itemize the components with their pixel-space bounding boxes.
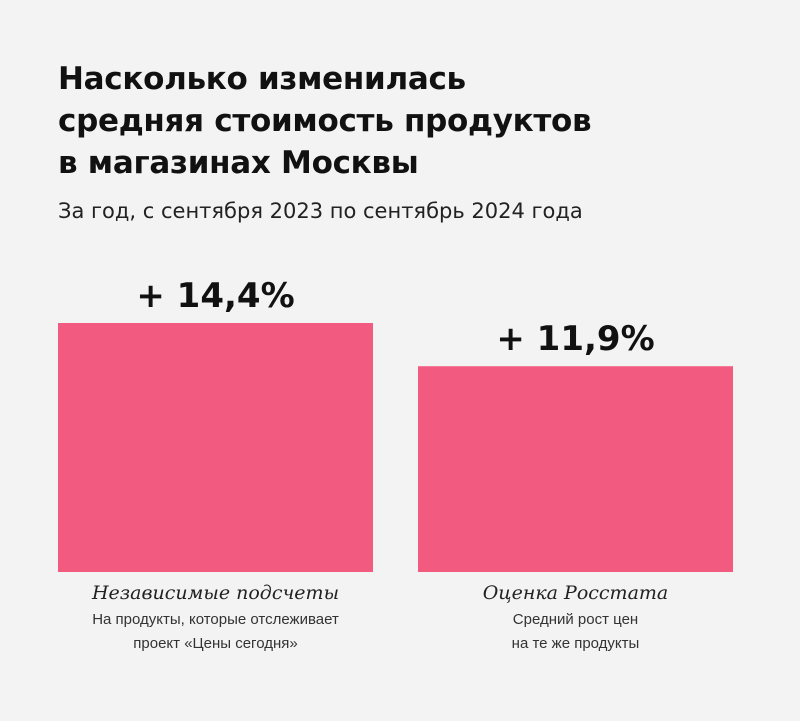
category-note-1-1: На продукты, которые отслеживает	[92, 611, 339, 628]
category-label-1: Независимые подсчеты	[91, 582, 339, 604]
bar-2	[418, 366, 733, 572]
bar-1	[58, 323, 373, 572]
category-note-2-2: на те же продукты	[512, 635, 640, 652]
bar-value-label-2: + 11,9%	[496, 319, 654, 359]
category-label-2: Оценка Росстата	[483, 582, 669, 604]
bar-value-label-1: + 14,4%	[136, 276, 294, 316]
category-note-2-1: Средний рост цен	[513, 611, 638, 628]
category-note-1-2: проект «Цены сегодня»	[133, 635, 297, 652]
